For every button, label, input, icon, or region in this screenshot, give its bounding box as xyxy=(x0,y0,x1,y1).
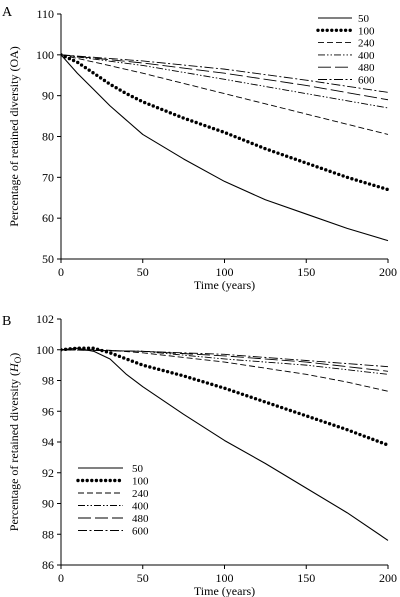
x-tick-label: 100 xyxy=(216,265,234,279)
y-tick-label: 102 xyxy=(36,312,54,326)
legend-label-100: 100 xyxy=(132,476,149,488)
x-axis-label: Time (years) xyxy=(194,278,255,292)
legend-label-400: 400 xyxy=(132,501,149,513)
y-axis-label: Percentage of retained diversity (OA) xyxy=(7,46,21,227)
series-line-600 xyxy=(61,54,389,93)
x-tick-label: 100 xyxy=(216,571,234,585)
x-axis-label: Time (years) xyxy=(194,584,255,597)
panel-label: A xyxy=(2,5,13,20)
x-tick-label: 150 xyxy=(297,265,315,279)
series-line-600 xyxy=(61,349,389,368)
legend-label-240: 240 xyxy=(132,488,149,500)
y-tick-label: 100 xyxy=(36,343,54,357)
x-tick-label: 50 xyxy=(137,265,149,279)
legend-label-600: 600 xyxy=(132,526,149,538)
legend-label-480: 480 xyxy=(358,62,375,74)
legend-label-600: 600 xyxy=(358,75,375,87)
y-tick-label: 70 xyxy=(42,170,54,184)
series-line-50 xyxy=(61,54,389,242)
series-line-480 xyxy=(61,54,389,101)
legend-label-240: 240 xyxy=(358,38,375,50)
x-tick-label: 150 xyxy=(297,571,315,585)
y-tick-label: 90 xyxy=(42,89,54,103)
x-tick-label: 0 xyxy=(58,265,64,279)
series-line-400 xyxy=(61,54,389,109)
x-tick-label: 0 xyxy=(58,571,64,585)
legend-label-480: 480 xyxy=(132,513,149,525)
legend-label-400: 400 xyxy=(358,50,375,62)
series-line-100 xyxy=(61,53,390,192)
y-tick-label: 88 xyxy=(42,527,54,541)
x-tick-label: 200 xyxy=(379,265,397,279)
legend-label-100: 100 xyxy=(358,25,375,37)
x-tick-label: 50 xyxy=(137,571,149,585)
y-tick-label: 96 xyxy=(42,404,54,418)
y-axis-label: Percentage of retained diversity (HO) xyxy=(7,353,23,531)
y-tick-label: 110 xyxy=(36,7,54,21)
y-tick-label: 86 xyxy=(42,558,54,572)
y-tick-label: 60 xyxy=(42,211,54,225)
y-tick-label: 80 xyxy=(42,130,54,144)
y-tick-label: 50 xyxy=(42,252,54,266)
y-tick-label: 98 xyxy=(42,374,54,388)
series-line-100 xyxy=(61,346,390,447)
x-tick-label: 200 xyxy=(379,571,397,585)
series-line-50 xyxy=(61,347,389,541)
legend-label-50: 50 xyxy=(358,13,370,25)
y-tick-label: 100 xyxy=(36,48,54,62)
panel-label: B xyxy=(2,314,11,329)
y-tick-label: 90 xyxy=(42,497,54,511)
series-line-240 xyxy=(61,54,389,135)
legend-label-50: 50 xyxy=(132,463,144,475)
y-tick-label: 92 xyxy=(42,466,54,480)
y-tick-label: 94 xyxy=(42,435,54,449)
